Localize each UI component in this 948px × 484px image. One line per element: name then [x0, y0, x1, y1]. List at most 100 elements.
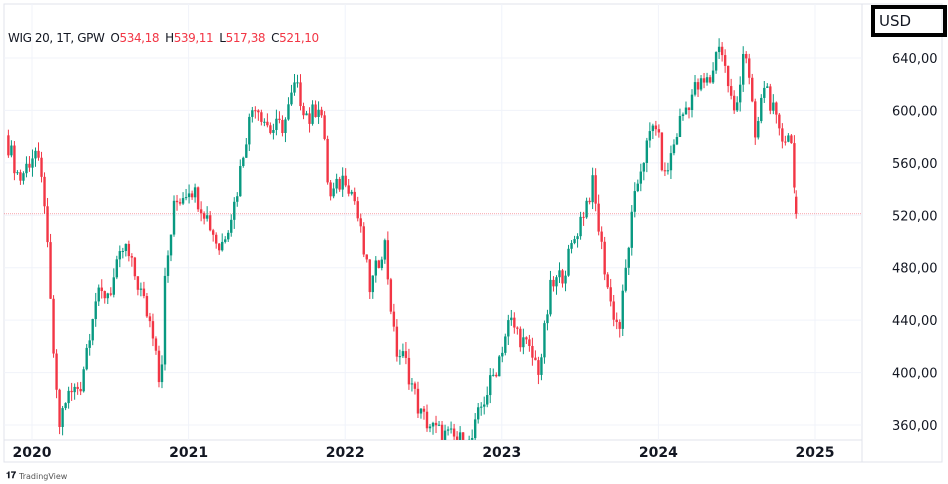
candle-body	[431, 422, 435, 427]
candle-body	[199, 209, 203, 214]
candle-body	[335, 178, 338, 189]
candle-body	[19, 172, 22, 181]
candle-body	[7, 135, 10, 156]
candle-body	[350, 191, 353, 194]
candle-body	[717, 46, 721, 53]
candle-body	[636, 183, 640, 192]
candle-body	[684, 107, 688, 115]
candle-body	[392, 311, 396, 327]
candle-body	[251, 110, 254, 117]
candle-body	[326, 138, 329, 183]
candle-body	[404, 351, 408, 358]
candle-body	[784, 141, 787, 143]
candle-body	[118, 251, 122, 260]
candle-body	[645, 140, 649, 163]
candle-body	[257, 110, 260, 113]
candle-body	[16, 172, 19, 174]
currency-button[interactable]: USD	[871, 5, 947, 37]
candle-body	[193, 187, 197, 198]
candle-body	[726, 65, 730, 87]
candle-body	[34, 150, 37, 159]
candle-body	[775, 102, 778, 115]
candle-body	[166, 255, 170, 276]
y-tick-label: 560,00	[892, 157, 938, 172]
candle-body	[708, 77, 712, 83]
candle-body	[178, 202, 182, 204]
candle-body	[275, 118, 278, 131]
candle-body	[214, 234, 218, 244]
candle-body	[504, 336, 507, 353]
candle-body	[115, 259, 119, 278]
candle-body	[290, 92, 293, 105]
candle-body	[320, 109, 323, 116]
candle-body	[738, 84, 742, 103]
candle-body	[401, 351, 405, 357]
candle-body	[729, 86, 733, 96]
candle-body	[91, 319, 94, 341]
candle-body	[190, 193, 194, 198]
candle-body	[121, 251, 125, 253]
candle-body	[151, 321, 155, 339]
candle-body	[714, 52, 718, 71]
candle-body	[40, 157, 43, 177]
candle-body	[425, 411, 429, 429]
candle-body	[302, 106, 305, 116]
candle-body	[109, 293, 112, 295]
candle-body	[528, 339, 531, 346]
candle-body	[639, 171, 643, 184]
candle-body	[76, 386, 79, 389]
y-tick-label: 360,00	[892, 419, 938, 434]
candle-body	[612, 301, 615, 320]
candle-body	[537, 360, 540, 375]
candle-body	[558, 270, 561, 278]
candle-body	[242, 157, 245, 167]
candle-body	[555, 277, 558, 287]
candle-body	[22, 173, 25, 181]
candle-body	[543, 323, 546, 358]
candle-body	[525, 337, 528, 340]
candle-body	[609, 287, 612, 302]
y-tick-label: 400,00	[892, 367, 938, 382]
candle-body	[416, 388, 420, 414]
candle-body	[748, 58, 751, 78]
candle-body	[67, 390, 70, 404]
candle-body	[467, 439, 471, 440]
candle-body	[329, 182, 332, 197]
chart-frame	[3, 3, 943, 463]
candle-body	[13, 145, 16, 174]
candle-body	[434, 422, 438, 426]
candle-body	[311, 104, 314, 124]
candle-body	[660, 132, 664, 171]
candle-body	[751, 77, 754, 102]
tradingview-logo-icon: 𝟏𝟕	[6, 471, 17, 481]
candle-body	[49, 242, 52, 299]
candle-body	[43, 176, 46, 207]
candle-body	[519, 328, 522, 348]
candle-body	[666, 170, 670, 172]
x-tick-label: 2021	[169, 445, 208, 461]
candle-body	[55, 353, 58, 390]
candle-body	[299, 82, 302, 107]
candle-body	[148, 316, 152, 322]
candle-body	[236, 196, 239, 202]
candle-body	[600, 231, 603, 242]
candle-body	[94, 301, 97, 320]
candle-body	[461, 432, 465, 440]
candle-body	[681, 114, 685, 117]
low-value: 517,38	[225, 31, 266, 45]
candle-body	[70, 390, 73, 393]
candle-body	[486, 395, 489, 405]
close-value: 521,10	[279, 31, 319, 45]
candle-body	[443, 430, 447, 440]
candle-body	[621, 290, 624, 329]
candle-body	[305, 113, 308, 116]
candle-body	[10, 145, 13, 156]
candle-body	[202, 213, 206, 219]
candle-body	[230, 219, 233, 233]
candle-body	[476, 407, 480, 420]
candle-body	[407, 357, 411, 385]
candle-body	[465, 452, 467, 453]
candle-body	[422, 408, 426, 412]
candle-body	[705, 77, 709, 83]
